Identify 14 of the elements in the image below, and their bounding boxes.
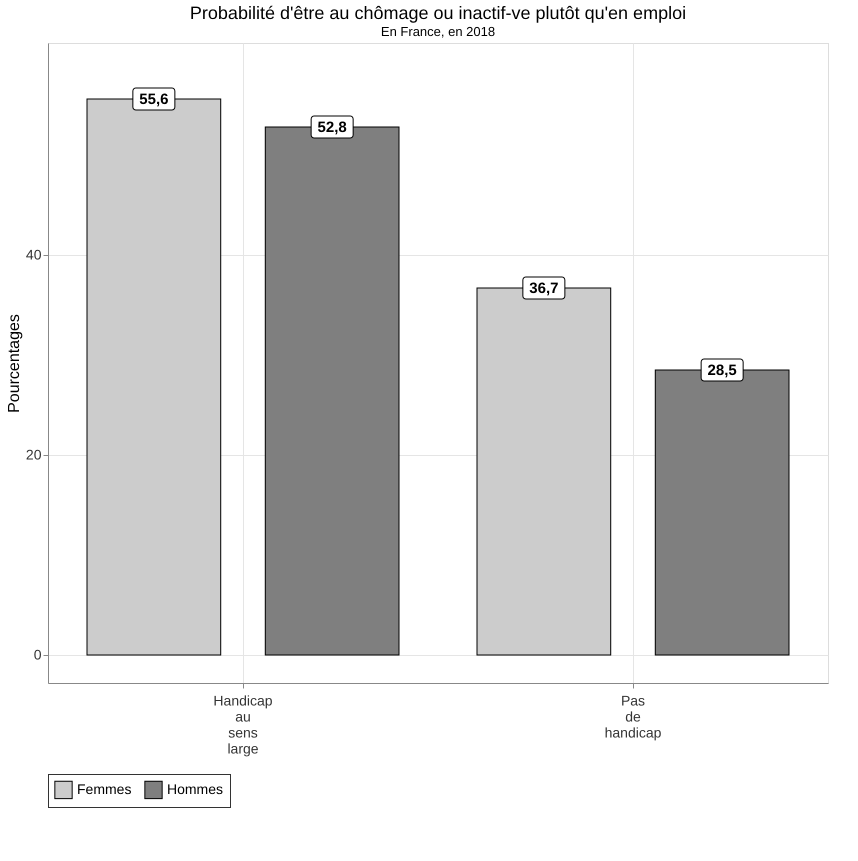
chart-subtitle: En France, en 2018 [380,24,496,39]
legend-label: Femmes [77,780,132,797]
y-tick-label: 20 [26,446,42,462]
x-tick-label: Handicap au sens large [213,692,273,756]
data-label: 55,6 [139,91,168,108]
data-label: 36,7 [529,280,558,297]
data-label: 28,5 [708,362,737,379]
y-tick-label: 40 [26,246,42,262]
y-axis-title: Pourcentages [6,314,23,413]
chart-title: Probabilité d'être au chômage ou inactif-ve plutôt qu'en emploi [190,3,686,23]
legend-label: Hommes [167,780,224,797]
x-tick-label: Pas de handicap [604,692,662,740]
y-tick-label: 0 [34,646,42,662]
data-label: 52,8 [318,119,347,136]
